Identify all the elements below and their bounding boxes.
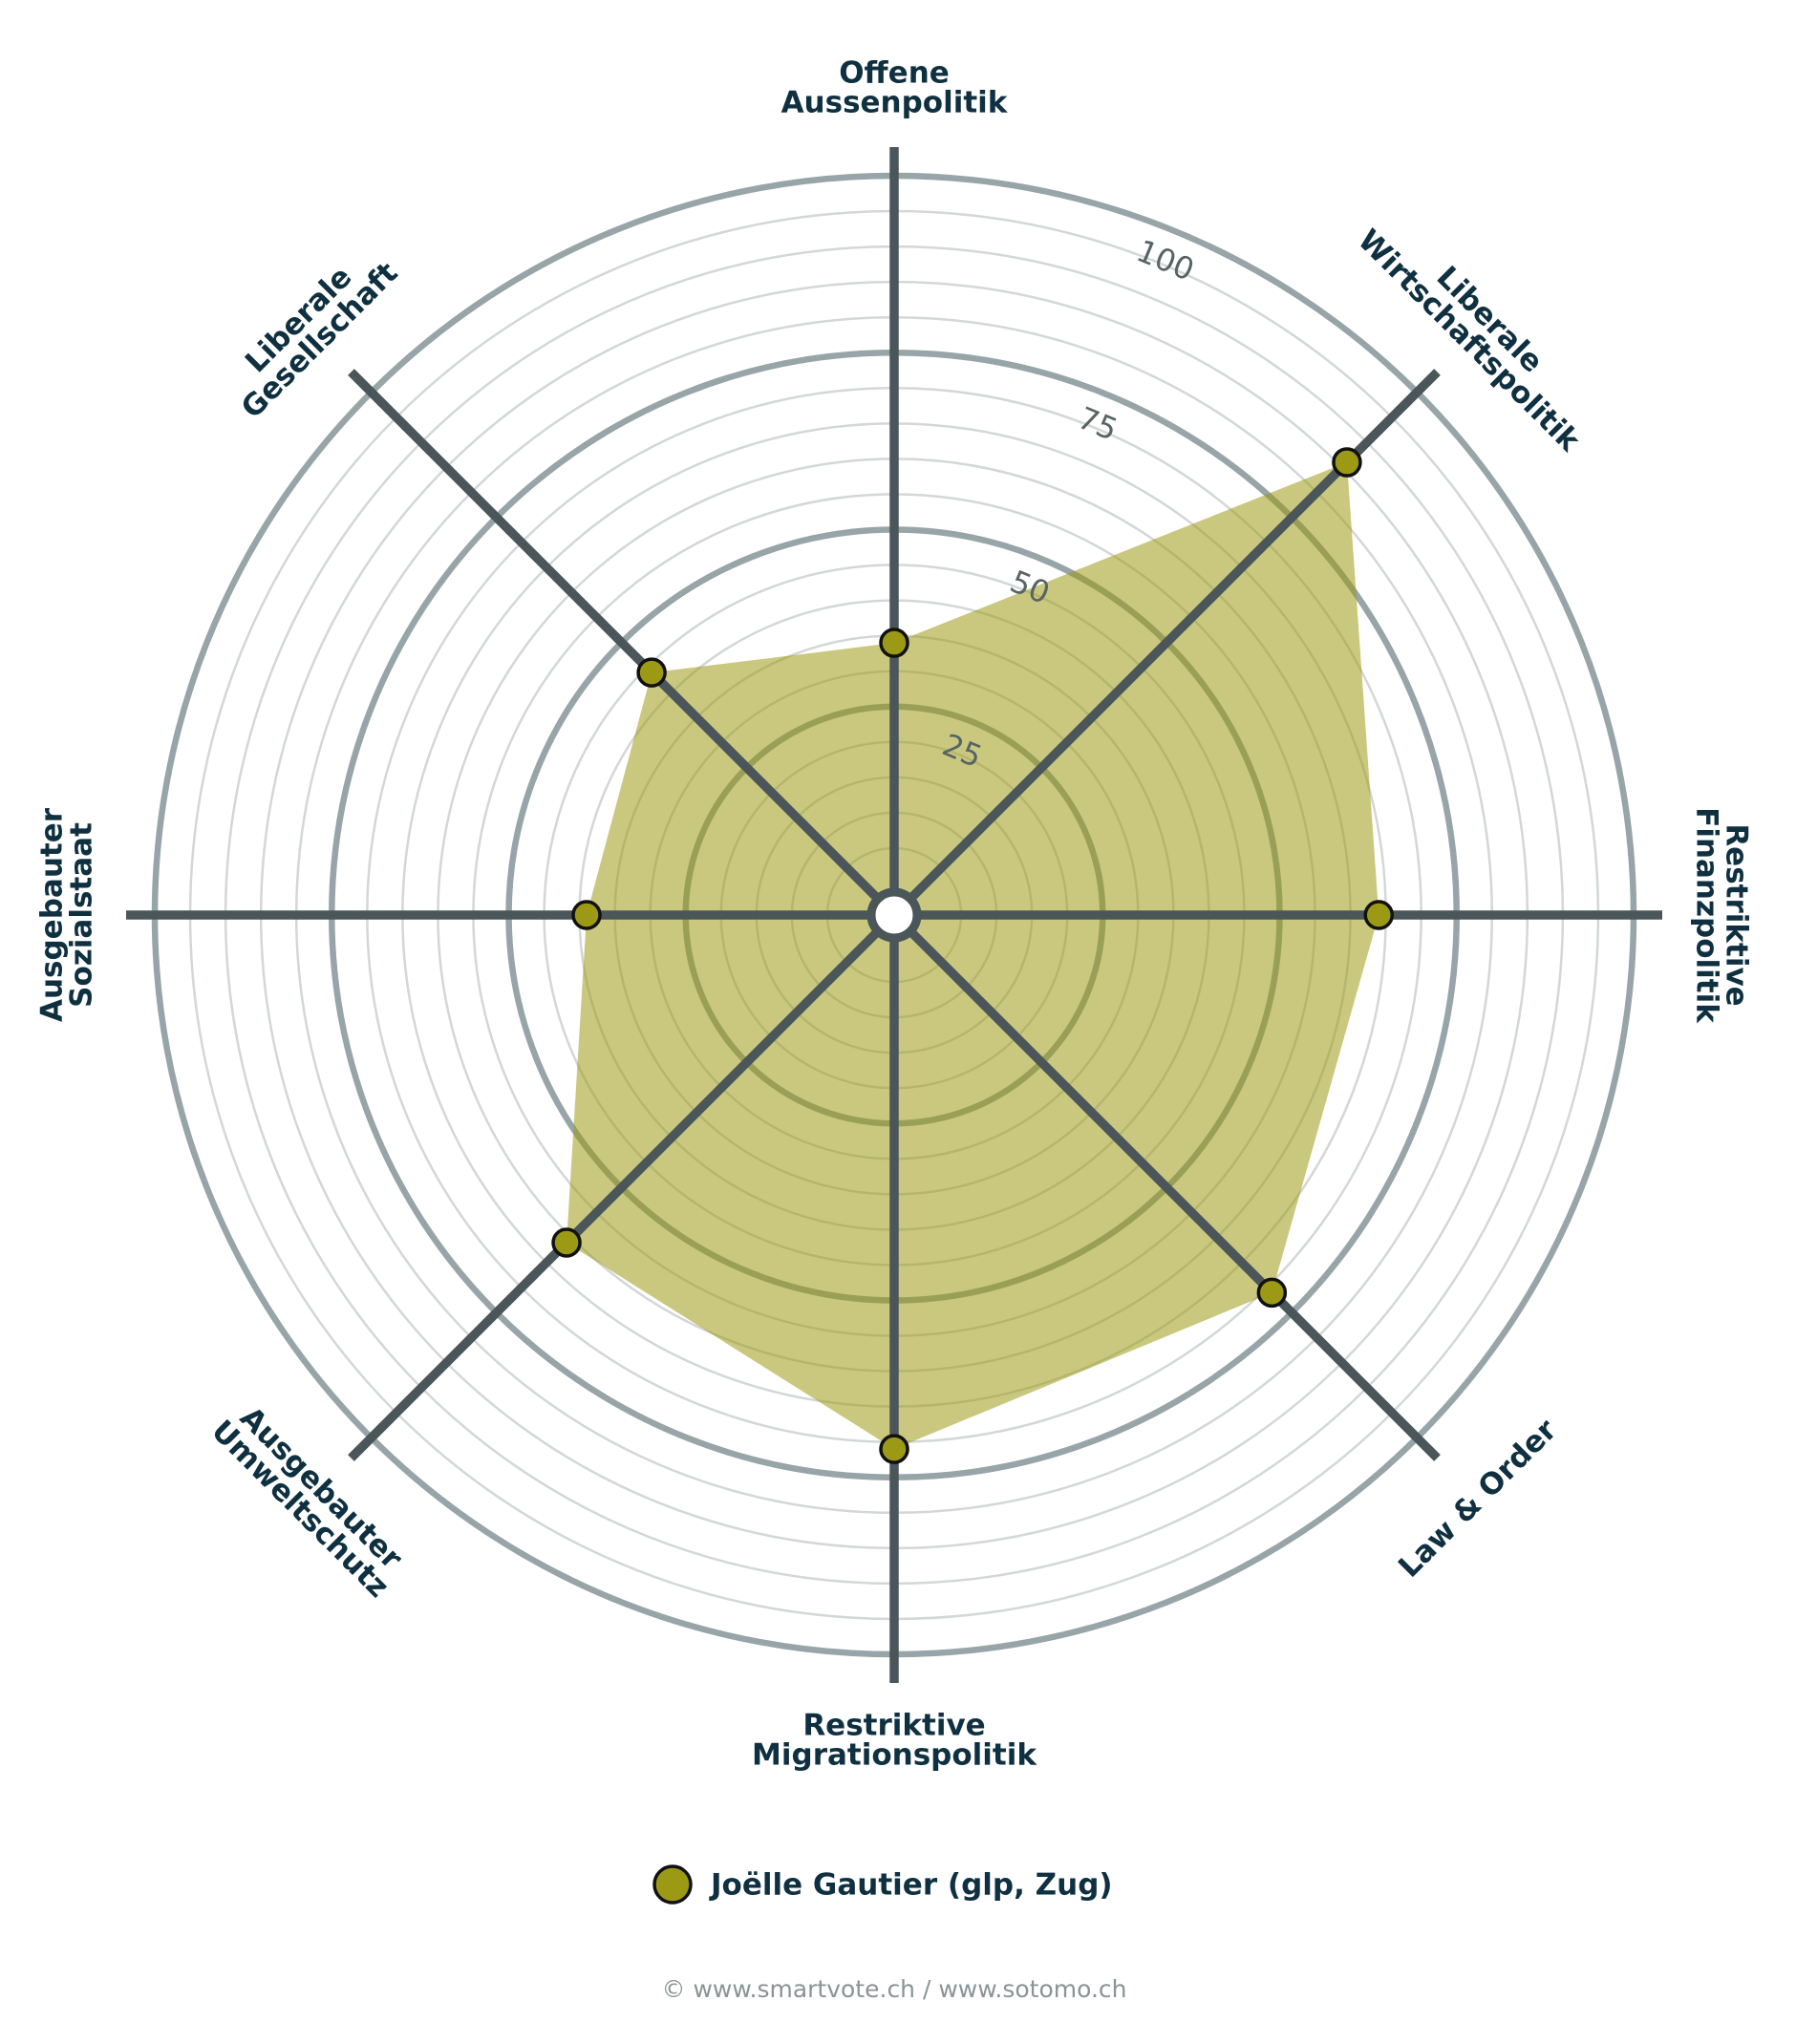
category-label-line: Restriktive bbox=[802, 1708, 985, 1742]
data-point bbox=[551, 1227, 582, 1258]
category-label: AusgebauterSozialstaat bbox=[34, 807, 98, 1022]
data-point bbox=[636, 657, 667, 688]
category-label-line: Sozialstaat bbox=[64, 822, 98, 1008]
spoke bbox=[348, 911, 898, 1461]
data-point bbox=[879, 1434, 909, 1464]
r-tick-label: 75 bbox=[1073, 399, 1122, 448]
category-label-line: Aussenpolitik bbox=[781, 85, 1009, 119]
category-label-line: Ausgebauter bbox=[34, 807, 69, 1022]
data-point bbox=[1256, 1277, 1288, 1309]
data-point bbox=[1332, 447, 1362, 478]
category-label-line: Migrationspolitik bbox=[752, 1737, 1037, 1772]
category-label: RestriktiveFinanzpolitik bbox=[1690, 807, 1754, 1024]
footer: © www.smartvote.ch / www.sotomo.ch bbox=[662, 1975, 1127, 2003]
category-label: Restriktive Migrationspolitik bbox=[752, 1708, 1037, 1772]
data-point bbox=[571, 900, 602, 930]
spoke bbox=[348, 369, 898, 919]
category-label: Offene Aussenpolitik bbox=[781, 55, 1009, 119]
category-label-line: Restriktive bbox=[1720, 823, 1754, 1006]
r-tick-label: 100 bbox=[1131, 232, 1199, 287]
data-point bbox=[879, 628, 909, 658]
legend-marker bbox=[652, 1864, 693, 1905]
category-label-line: Finanzpolitik bbox=[1690, 807, 1724, 1024]
data-point bbox=[1363, 900, 1394, 930]
category-label-line: Offene bbox=[839, 55, 950, 90]
spoke bbox=[890, 911, 1441, 1461]
legend-label: Joëlle Gautier (glp, Zug) bbox=[709, 1868, 1113, 1903]
center-hole bbox=[866, 887, 922, 943]
